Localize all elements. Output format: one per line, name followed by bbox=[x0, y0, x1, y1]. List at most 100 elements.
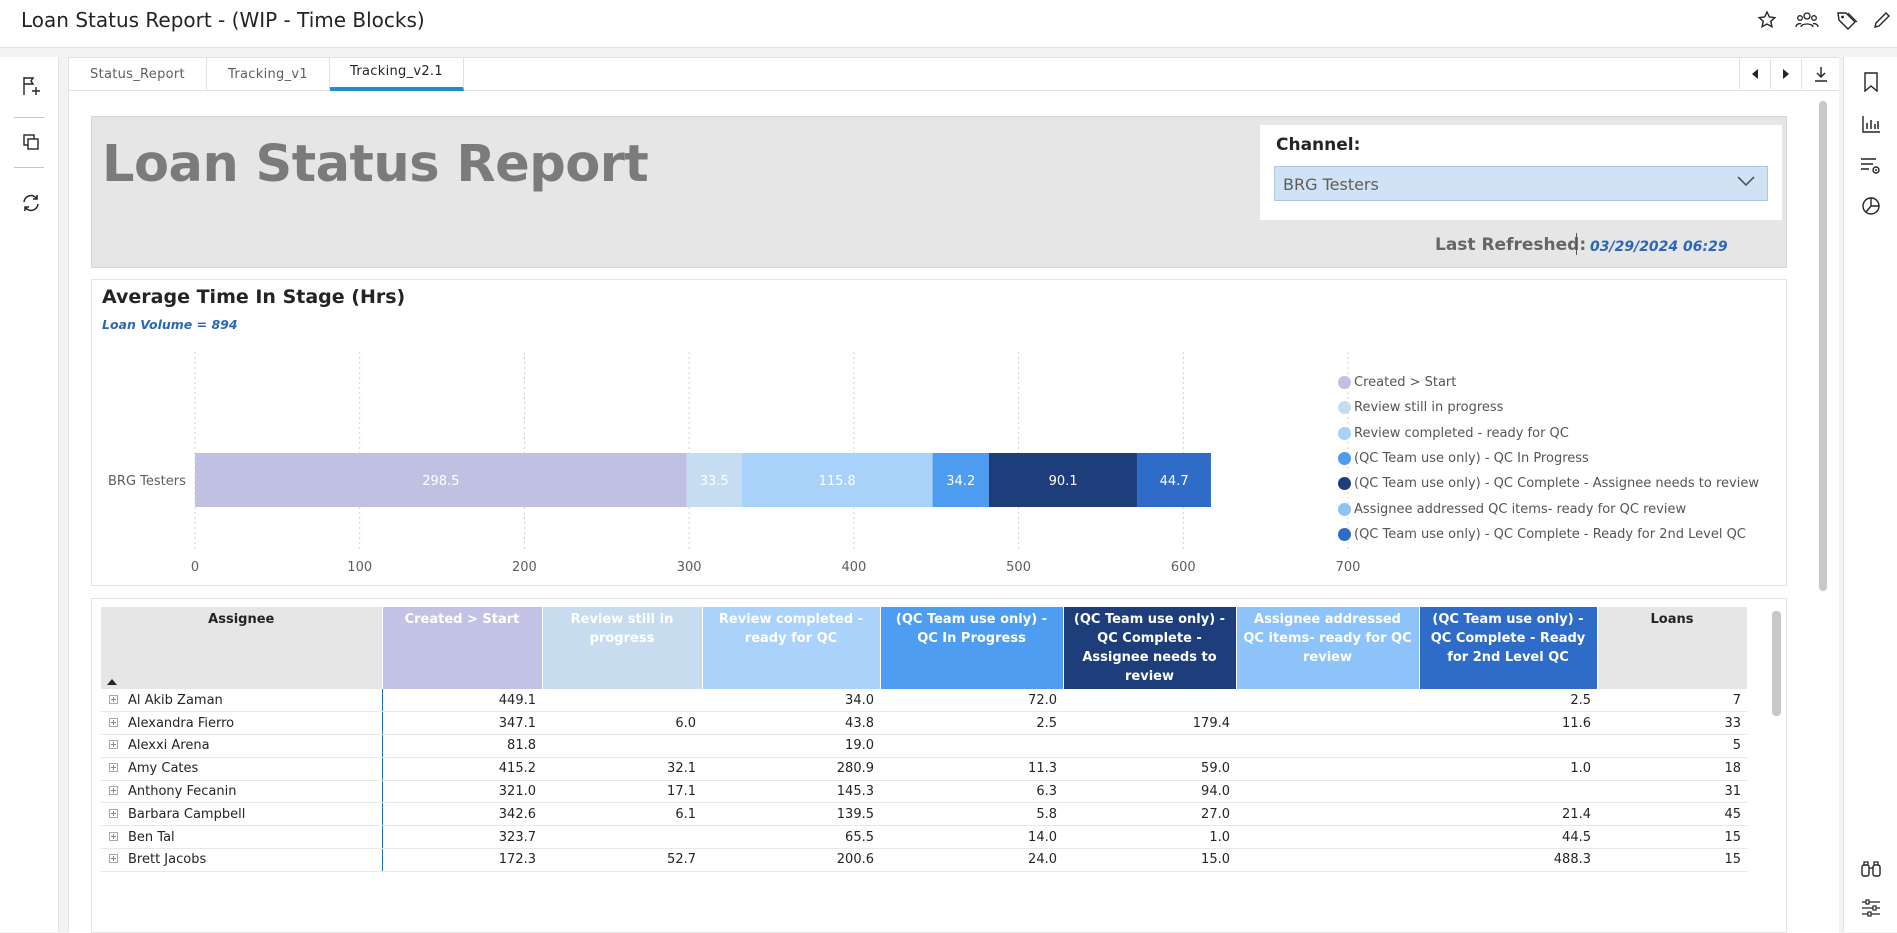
expand-row-icon[interactable] bbox=[109, 717, 118, 727]
cell-value: 27.0 bbox=[1201, 806, 1230, 822]
refresh-icon[interactable] bbox=[19, 191, 43, 215]
legend-item[interactable]: Review completed - ready for QC bbox=[1338, 421, 1759, 446]
expand-row-icon[interactable] bbox=[109, 786, 118, 796]
value-cell: 6.0 bbox=[542, 711, 702, 736]
table-row[interactable]: Anthony Fecanin 321.0 17.1 145.3 6.3 94.0 31 bbox=[101, 780, 1747, 804]
legend-item[interactable]: (QC Team use only) - QC Complete - Ready… bbox=[1338, 522, 1759, 547]
column-header[interactable]: Loans bbox=[1597, 607, 1748, 689]
value-cell bbox=[1419, 780, 1597, 804]
table-row[interactable]: Ben Tal 323.7 65.5 14.0 1.0 44.5 15 bbox=[101, 825, 1747, 850]
value-cell: 17.1 bbox=[542, 780, 702, 804]
value-cell: 81.8 bbox=[382, 734, 542, 758]
value-cell: 21.4 bbox=[1419, 802, 1597, 827]
legend-item[interactable]: (QC Team use only) - QC In Progress bbox=[1338, 446, 1759, 471]
column-header[interactable]: Review still in progress bbox=[542, 607, 703, 689]
download-button[interactable] bbox=[1801, 59, 1839, 89]
value-cell: 59.0 bbox=[1063, 757, 1236, 781]
table-row[interactable]: Amy Cates 415.2 32.1 280.9 11.3 59.0 1.0 18 bbox=[101, 757, 1747, 781]
column-header-label: Review still in progress bbox=[570, 612, 674, 646]
bar-segment[interactable] bbox=[1137, 453, 1211, 507]
tab-scroll-right-button[interactable] bbox=[1770, 59, 1801, 89]
cell-value: 81.8 bbox=[507, 738, 536, 754]
table-row[interactable]: Al Akib Zaman 449.1 34.0 72.0 2.5 7 bbox=[101, 689, 1747, 713]
legend-label: (QC Team use only) - QC Complete - Ready… bbox=[1354, 526, 1746, 542]
data-label: 44.7 bbox=[1160, 474, 1189, 489]
legend-item[interactable]: Created > Start bbox=[1338, 370, 1759, 395]
column-header-label: Loans bbox=[1650, 612, 1694, 627]
value-cell: 321.0 bbox=[382, 780, 542, 804]
cell-value: 5.8 bbox=[1036, 806, 1057, 822]
tag-icon[interactable] bbox=[1827, 8, 1867, 32]
table-row[interactable]: Alexxi Arena 81.8 19.0 5 bbox=[101, 734, 1747, 758]
chevron-down-icon bbox=[1737, 174, 1755, 193]
column-header[interactable]: Created > Start bbox=[382, 607, 543, 689]
people-icon[interactable] bbox=[1787, 8, 1827, 32]
table-scrollbar[interactable] bbox=[1772, 611, 1781, 716]
channel-dropdown[interactable]: BRG Testers bbox=[1274, 166, 1768, 201]
value-cell: 14.0 bbox=[880, 825, 1063, 850]
last-refreshed-label: Last Refreshed: bbox=[1435, 235, 1587, 255]
legend-item[interactable]: (QC Team use only) - QC Complete - Assig… bbox=[1338, 471, 1759, 496]
tab-status-report[interactable]: Status_Report bbox=[69, 58, 207, 91]
bar-segment[interactable] bbox=[686, 453, 742, 507]
column-header[interactable]: Assignee bbox=[101, 607, 383, 689]
column-header[interactable]: Review completed - ready for QC bbox=[702, 607, 881, 689]
column-header[interactable]: Assignee addressed QC items- ready for Q… bbox=[1236, 607, 1420, 689]
pie-chart-icon[interactable] bbox=[1858, 193, 1884, 219]
value-cell: 280.9 bbox=[702, 757, 880, 781]
value-cell bbox=[1063, 734, 1236, 758]
value-cell bbox=[1236, 780, 1419, 804]
expand-row-icon[interactable] bbox=[109, 831, 118, 841]
cell-value: 347.1 bbox=[498, 715, 536, 731]
canvas-scrollbar[interactable] bbox=[1819, 101, 1827, 591]
assignee-table: Assignee Created > Start Review still in p… bbox=[101, 607, 1748, 872]
expand-row-icon[interactable] bbox=[109, 808, 118, 818]
tab-tracking-v2-1[interactable]: Tracking_v2.1 bbox=[330, 58, 464, 91]
cell-value: 15.0 bbox=[1201, 852, 1230, 868]
filter-settings-icon[interactable] bbox=[1858, 153, 1884, 179]
table-row[interactable]: Barbara Campbell 342.6 6.1 139.5 5.8 27.0 21.4… bbox=[101, 802, 1747, 827]
new-visual-icon[interactable] bbox=[19, 74, 43, 98]
table-row[interactable]: Alexandra Fierro 347.1 6.0 43.8 2.5 179.4 11.6… bbox=[101, 711, 1747, 736]
expand-row-icon[interactable] bbox=[109, 740, 118, 750]
edit-icon[interactable] bbox=[1867, 8, 1897, 32]
star-icon[interactable] bbox=[1747, 8, 1787, 32]
table-row[interactable]: Brett Jacobs 172.3 52.7 200.6 24.0 15.0 488.3 1… bbox=[101, 848, 1747, 872]
bookmark-icon[interactable] bbox=[1858, 69, 1884, 95]
bar-segment[interactable] bbox=[741, 453, 933, 507]
cell-value: 280.9 bbox=[836, 761, 874, 777]
legend-label: Review completed - ready for QC bbox=[1354, 425, 1569, 441]
assignee-name: Alexandra Fierro bbox=[128, 715, 235, 731]
binoculars-icon[interactable] bbox=[1858, 856, 1884, 882]
cell-value: 31 bbox=[1724, 784, 1741, 800]
column-header-label: Assignee bbox=[208, 612, 275, 627]
expand-row-icon[interactable] bbox=[109, 763, 118, 773]
scrollbar-thumb[interactable] bbox=[1819, 101, 1827, 591]
sliders-icon[interactable] bbox=[1858, 895, 1884, 921]
column-header[interactable]: (QC Team use only) - QC Complete - Assig… bbox=[1063, 607, 1237, 689]
assignee-name: Alexxi Arena bbox=[128, 738, 210, 754]
cell-value: 52.7 bbox=[667, 852, 696, 868]
assignee-cell: Ben Tal bbox=[101, 825, 383, 850]
sort-ascending-icon[interactable] bbox=[107, 679, 117, 685]
legend-item[interactable]: Review still in progress bbox=[1338, 395, 1759, 420]
expand-row-icon[interactable] bbox=[109, 694, 118, 704]
value-cell bbox=[880, 734, 1063, 758]
value-cell bbox=[1236, 711, 1419, 736]
tab-tracking-v1[interactable]: Tracking_v1 bbox=[207, 58, 330, 91]
legend-item[interactable]: Assignee addressed QC items- ready for Q… bbox=[1338, 496, 1759, 521]
duplicate-icon[interactable] bbox=[19, 130, 43, 154]
column-header[interactable]: (QC Team use only) - QC In Progress bbox=[880, 607, 1064, 689]
bar-chart-icon[interactable] bbox=[1858, 111, 1884, 137]
bar-segment[interactable] bbox=[195, 453, 687, 507]
value-cell: 15.0 bbox=[1063, 848, 1236, 872]
expand-row-icon[interactable] bbox=[109, 854, 118, 864]
bar-segment[interactable] bbox=[988, 453, 1138, 507]
cell-value: 45 bbox=[1724, 806, 1741, 822]
tab-scroll-left-button[interactable] bbox=[1739, 59, 1770, 89]
bar-segment[interactable] bbox=[932, 453, 989, 507]
x-tick-label: 600 bbox=[1171, 560, 1196, 575]
column-header[interactable]: (QC Team use only) - QC Complete - Ready… bbox=[1419, 607, 1598, 689]
title-bar: Loan Status Report - (WIP - Time Blocks) bbox=[0, 0, 1897, 48]
column-header-label: Created > Start bbox=[404, 612, 520, 627]
